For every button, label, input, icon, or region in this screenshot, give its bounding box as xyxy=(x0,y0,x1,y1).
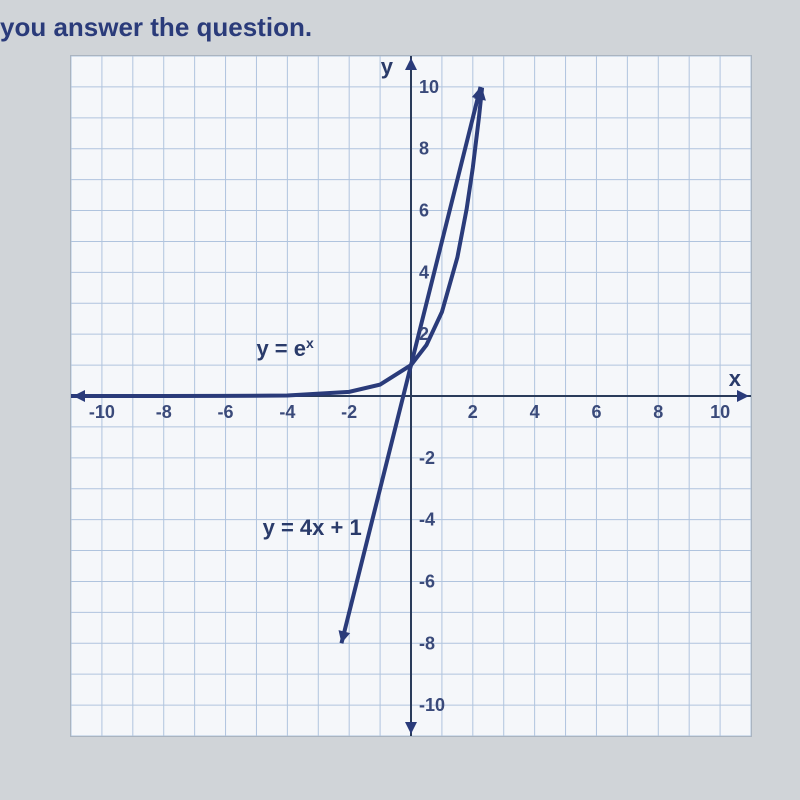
svg-text:-10: -10 xyxy=(89,402,115,422)
graph-panel: -10 -8 -6 -4 -2 2 4 6 8 10 -10 -8 -6 -4 -2 2 4 6 8 10 y x y =… xyxy=(70,55,752,737)
svg-text:10: 10 xyxy=(419,77,439,97)
svg-text:y: y xyxy=(381,56,394,79)
instruction-fragment: you answer the question. xyxy=(0,0,800,55)
svg-text:-6: -6 xyxy=(419,571,435,591)
svg-text:8: 8 xyxy=(419,139,429,159)
graph-svg: -10 -8 -6 -4 -2 2 4 6 8 10 -10 -8 -6 -4 -2 2 4 6 8 10 y x y =… xyxy=(71,56,751,736)
svg-text:y = ex: y = ex xyxy=(256,335,314,361)
svg-text:8: 8 xyxy=(653,402,663,422)
svg-text:4: 4 xyxy=(419,262,429,282)
svg-text:-2: -2 xyxy=(341,402,357,422)
svg-text:-8: -8 xyxy=(419,633,435,653)
svg-text:-2: -2 xyxy=(419,448,435,468)
svg-text:6: 6 xyxy=(591,402,601,422)
svg-text:2: 2 xyxy=(468,402,478,422)
svg-text:-10: -10 xyxy=(419,695,445,715)
svg-text:-4: -4 xyxy=(419,510,435,530)
svg-text:x: x xyxy=(729,366,742,391)
svg-text:y = 4x + 1: y = 4x + 1 xyxy=(263,515,362,540)
svg-text:-8: -8 xyxy=(156,402,172,422)
svg-text:4: 4 xyxy=(530,402,540,422)
svg-text:10: 10 xyxy=(710,402,730,422)
svg-text:6: 6 xyxy=(419,201,429,221)
svg-text:2: 2 xyxy=(419,324,429,344)
svg-text:-6: -6 xyxy=(218,402,234,422)
svg-text:-4: -4 xyxy=(279,402,295,422)
equation-labels: y x y = ex y = 4x + 1 xyxy=(256,56,741,540)
